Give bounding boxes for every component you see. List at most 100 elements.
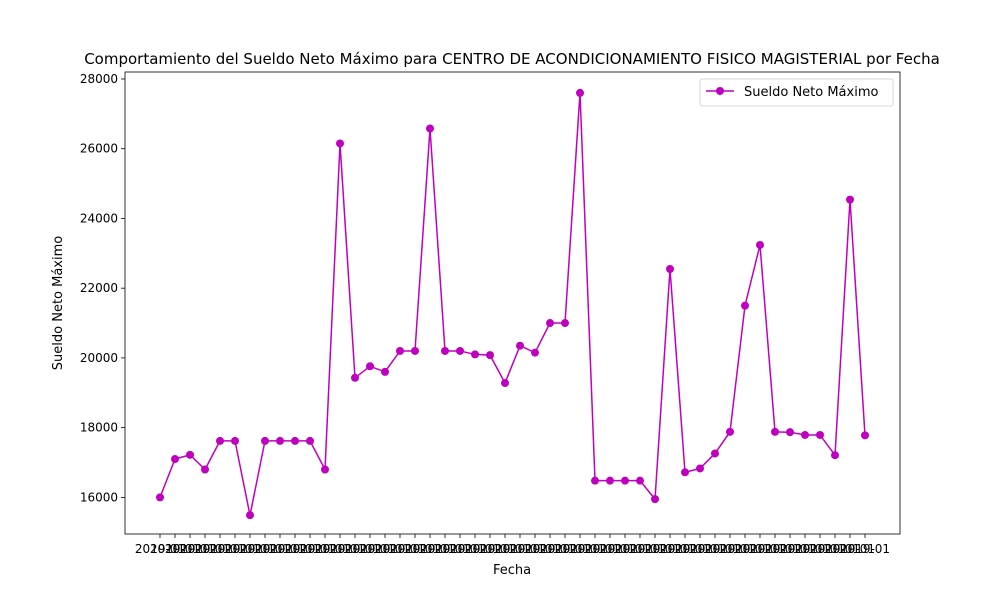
x-tick-label: 2019-01: [645, 542, 695, 556]
data-point: [441, 346, 449, 355]
x-axis-label: Fecha: [493, 563, 531, 578]
x-tick-label: 2019-01: [195, 542, 245, 556]
data-point: [231, 436, 239, 445]
data-point: [561, 319, 569, 328]
data-point: [666, 265, 674, 274]
data-point: [426, 124, 434, 133]
data-point: [726, 427, 734, 436]
x-tick-label: 2019-01: [240, 542, 290, 556]
data-point: [591, 476, 599, 485]
x-tick-label: 2019-01: [285, 542, 335, 556]
x-tick-label: 2019-01: [225, 542, 275, 556]
data-point: [381, 367, 389, 376]
x-tick-label: 2019-01: [795, 542, 845, 556]
x-tick-label: 2019-01: [720, 542, 770, 556]
x-tick-label: 2019-01: [315, 542, 365, 556]
x-tick-label: 2019-01: [375, 542, 425, 556]
data-point: [306, 436, 314, 445]
x-tick-label: 2019-01: [615, 542, 665, 556]
x-tick-label: 2019-01: [465, 542, 515, 556]
data-point: [501, 379, 509, 388]
series-points: [156, 88, 869, 520]
x-tick-label: 2019-01: [840, 542, 890, 556]
data-point: [456, 346, 464, 355]
x-tick-label: 2019-01: [810, 542, 860, 556]
x-tick-label: 2019-01: [540, 542, 590, 556]
data-point: [171, 455, 179, 464]
x-tick-label: 2019-01: [765, 542, 815, 556]
y-tick-label: 16000: [80, 490, 118, 504]
x-tick-label: 2019-01: [525, 542, 575, 556]
data-point: [351, 373, 359, 382]
data-point: [681, 468, 689, 477]
x-tick-label: 2019-01: [345, 542, 395, 556]
y-tick-label: 18000: [80, 421, 118, 435]
x-tick-label: 2019-01: [825, 542, 875, 556]
data-point: [276, 436, 284, 445]
data-point: [261, 436, 269, 445]
data-point: [861, 431, 869, 440]
data-point: [216, 436, 224, 445]
legend: Sueldo Neto Máximo: [699, 78, 894, 107]
data-point: [621, 476, 629, 485]
data-point: [846, 195, 854, 204]
x-tick-label: 2019-01: [435, 542, 485, 556]
y-tick-label: 24000: [80, 211, 118, 225]
x-tick-label: 2019-01: [135, 542, 185, 556]
x-tick-label: 2019-01: [390, 542, 440, 556]
plot-area: [124, 71, 901, 535]
y-axis: 16000 18000 20000 22000 24000 26000 28000: [80, 72, 125, 504]
data-point: [771, 427, 779, 436]
legend-box: [699, 78, 894, 107]
data-point: [516, 341, 524, 350]
x-tick-label: 2019-01: [780, 542, 830, 556]
x-tick-label: 2019-01: [675, 542, 725, 556]
x-tick-label: 2019-01: [660, 542, 710, 556]
x-tick-label: 2019-01: [180, 542, 230, 556]
data-point: [651, 495, 659, 504]
y-tick-label: 22000: [80, 281, 118, 295]
data-point: [186, 450, 194, 459]
data-point: [636, 476, 644, 485]
x-axis: 2019-012019-012019-012019-012019-012019-…: [135, 534, 890, 556]
x-tick-label: 2019-01: [150, 542, 200, 556]
data-point: [756, 240, 764, 249]
x-tick-label: 2019-01: [570, 542, 620, 556]
data-point: [411, 346, 419, 355]
series-line-sueldo-neto-maximo: [159, 92, 866, 516]
data-point: [396, 346, 404, 355]
data-point: [471, 350, 479, 359]
x-tick-label: 2019-01: [600, 542, 650, 556]
x-tick-label: 2019-01: [495, 542, 545, 556]
data-point: [606, 476, 614, 485]
data-point: [816, 430, 824, 439]
x-tick-label: 2019-01: [630, 542, 680, 556]
y-axis-label: Sueldo Neto Máximo: [51, 236, 66, 370]
data-point: [336, 139, 344, 148]
x-tick-label: 2019-01: [210, 542, 260, 556]
data-point: [801, 430, 809, 439]
legend-entry: Sueldo Neto Máximo: [744, 85, 878, 100]
data-point: [291, 436, 299, 445]
x-tick-label: 2019-01: [165, 542, 215, 556]
data-point: [741, 301, 749, 310]
data-point: [321, 465, 329, 474]
data-point: [201, 465, 209, 474]
data-point: [486, 351, 494, 360]
x-tick-label: 2019-01: [690, 542, 740, 556]
x-tick-label: 2019-01: [735, 542, 785, 556]
legend-marker-swatch: [716, 87, 724, 95]
x-tick-label: 2019-01: [705, 542, 755, 556]
y-tick-label: 28000: [80, 72, 118, 86]
x-tick-label: 2019-01: [255, 542, 305, 556]
x-tick-label: 2019-01: [450, 542, 500, 556]
x-tick-label: 2019-01: [510, 542, 560, 556]
x-tick-label: 2019-01: [420, 542, 470, 556]
chart-title: Comportamiento del Sueldo Neto Máximo pa…: [84, 50, 940, 68]
data-point: [156, 493, 164, 502]
x-tick-label: 2019-01: [585, 542, 635, 556]
y-tick-label: 20000: [80, 351, 118, 365]
data-point: [546, 319, 554, 328]
data-point: [366, 362, 374, 371]
x-tick-label: 2019-01: [360, 542, 410, 556]
